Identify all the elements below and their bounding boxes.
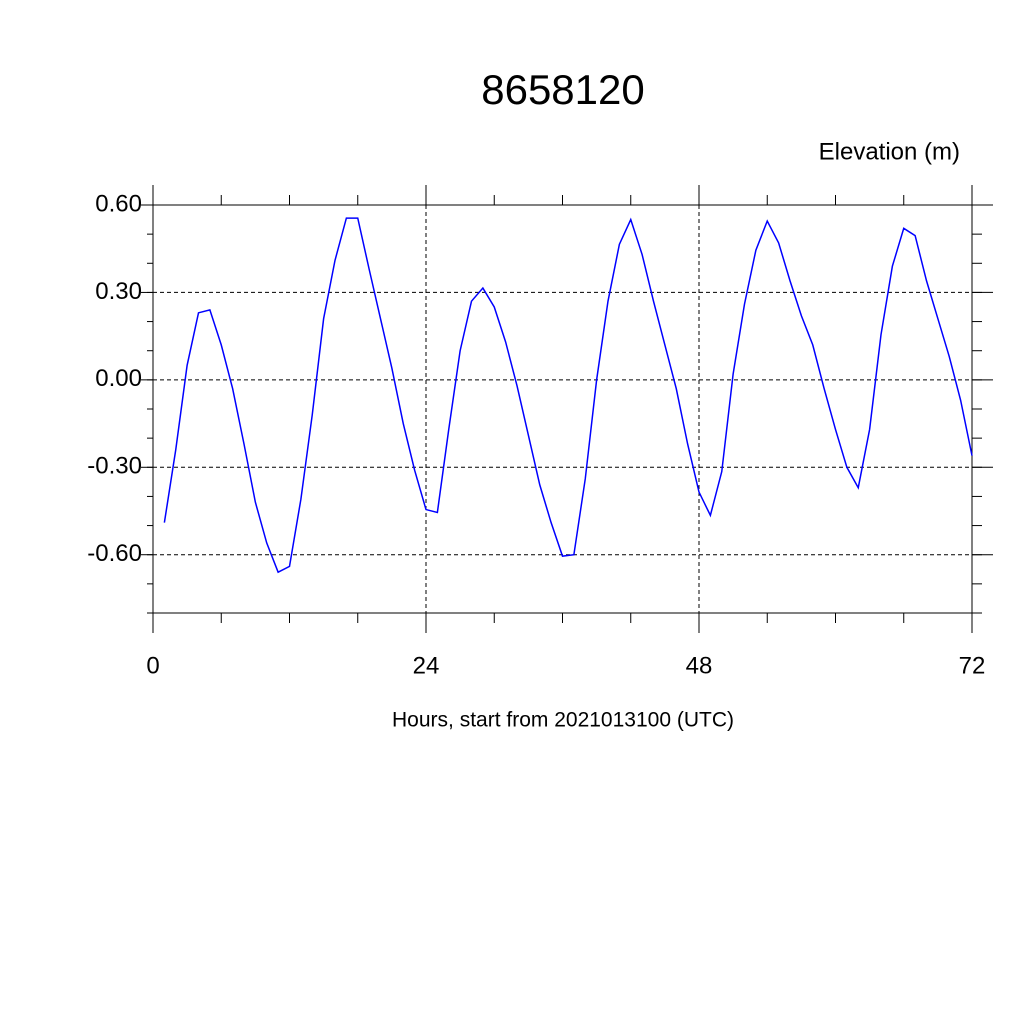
data-line — [163, 217, 973, 574]
x-axis-label: Hours, start from 2021013100 (UTC) — [392, 709, 734, 732]
y-tick-label: -0.60 — [87, 540, 142, 567]
plot-frame — [152, 204, 973, 614]
chart-title: 8658120 — [481, 66, 645, 113]
y-tick-label: 0.30 — [95, 278, 142, 305]
x-tick-label: 72 — [959, 652, 986, 679]
x-tick-label: 48 — [686, 652, 713, 679]
y-tick-label: 0.00 — [95, 365, 142, 392]
x-tick-label: 24 — [413, 652, 440, 679]
y-tick-label: 0.60 — [95, 190, 142, 217]
y-tick-label: -0.30 — [87, 453, 142, 480]
y-axis-label: Elevation (m) — [819, 138, 960, 165]
x-tick-label: 0 — [146, 652, 159, 679]
